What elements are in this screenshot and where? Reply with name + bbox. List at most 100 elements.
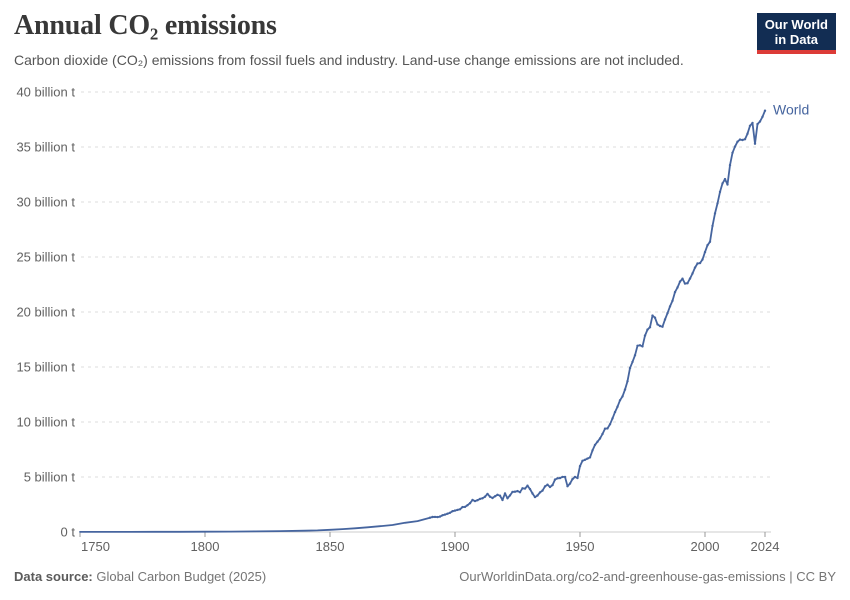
data-point-marker xyxy=(623,388,627,391)
data-point-marker xyxy=(433,515,437,519)
data-point-marker xyxy=(461,505,464,509)
data-point-marker xyxy=(551,483,554,487)
y-axis-label: 20 billion t xyxy=(16,305,75,320)
world-line[interactable] xyxy=(79,109,766,533)
data-point-marker xyxy=(466,504,469,507)
page-title: Annual CO₂ emissions xyxy=(14,10,277,41)
data-point-marker xyxy=(471,498,474,502)
data-point-marker xyxy=(681,277,684,280)
y-axis-label: 10 billion t xyxy=(16,415,75,430)
data-point-marker xyxy=(748,124,752,128)
data-point-marker xyxy=(453,509,457,512)
data-point-marker xyxy=(561,475,564,479)
data-point-marker xyxy=(558,476,562,480)
data-point-marker xyxy=(708,240,712,243)
data-point-marker xyxy=(596,440,599,443)
data-point-marker xyxy=(701,258,704,261)
data-point-marker xyxy=(571,477,574,481)
data-point-marker xyxy=(508,494,512,497)
data-point-marker xyxy=(491,496,494,500)
data-point-marker xyxy=(563,475,567,479)
data-point-marker xyxy=(738,138,742,141)
data-point-marker xyxy=(756,122,759,126)
data-point-marker xyxy=(451,510,454,513)
y-axis-label: 25 billion t xyxy=(16,250,75,265)
data-point-marker xyxy=(646,328,649,331)
data-point-marker xyxy=(546,483,549,486)
data-point-marker xyxy=(528,487,532,491)
data-point-marker xyxy=(521,487,524,490)
data-point-marker xyxy=(438,515,442,518)
chart-subtitle: Carbon dioxide (CO₂) emissions from foss… xyxy=(14,52,684,68)
data-point-marker xyxy=(671,299,674,302)
data-point-marker xyxy=(723,177,727,181)
world-series-label[interactable]: World xyxy=(773,102,809,118)
data-point-marker xyxy=(493,495,497,498)
data-point-marker xyxy=(721,182,724,185)
data-point-marker xyxy=(636,344,639,347)
data-point-marker xyxy=(746,132,749,135)
data-point-marker xyxy=(583,458,587,461)
data-point-marker xyxy=(516,489,519,493)
data-point-marker xyxy=(668,305,672,308)
x-axis-label: 2024 xyxy=(751,539,780,554)
x-axis-label: 1850 xyxy=(316,539,345,554)
data-point-marker xyxy=(683,282,687,285)
data-point-marker xyxy=(463,505,467,509)
data-point-marker xyxy=(728,163,732,167)
data-point-marker xyxy=(568,482,572,485)
data-point-marker xyxy=(758,120,762,123)
y-axis-label: 0 t xyxy=(61,525,76,540)
data-point-marker xyxy=(688,277,692,280)
data-point-marker xyxy=(696,262,699,265)
data-point-marker xyxy=(511,490,514,494)
data-point-marker xyxy=(456,508,459,512)
x-axis-label: 1950 xyxy=(566,539,595,554)
data-point-marker xyxy=(538,491,542,494)
data-source-label: Data source: xyxy=(14,569,93,584)
data-point-marker xyxy=(663,318,667,321)
data-point-marker xyxy=(526,484,529,487)
data-point-marker xyxy=(626,380,629,383)
owid-logo[interactable]: Our World in Data xyxy=(756,13,836,54)
data-point-marker xyxy=(483,495,487,498)
data-point-marker xyxy=(638,344,642,347)
footer-url: OurWorldinData.org/co2-and-greenhouse-ga… xyxy=(459,569,836,584)
data-point-marker xyxy=(703,250,707,254)
data-point-marker xyxy=(718,190,722,194)
data-point-marker xyxy=(593,443,597,447)
logo-line-2: in Data xyxy=(774,32,819,47)
data-point-marker xyxy=(506,497,509,500)
data-point-marker xyxy=(613,410,617,414)
data-source: Data source: Global Carbon Budget (2025) xyxy=(14,569,266,584)
data-point-marker xyxy=(731,151,734,154)
plot-area[interactable] xyxy=(80,82,771,532)
data-point-marker xyxy=(588,456,592,459)
data-point-marker xyxy=(556,477,559,480)
data-point-marker xyxy=(608,423,612,426)
data-point-marker xyxy=(698,261,702,265)
data-point-marker xyxy=(618,399,622,402)
data-point-marker xyxy=(601,432,604,436)
data-point-marker xyxy=(753,142,757,145)
data-point-marker xyxy=(733,145,737,148)
data-point-marker xyxy=(458,508,462,511)
data-point-marker xyxy=(693,266,697,269)
data-point-marker xyxy=(716,202,719,205)
data-source-value: Global Carbon Budget (2025) xyxy=(96,569,267,584)
data-point-marker xyxy=(603,427,607,430)
x-axis-label: 2000 xyxy=(691,539,720,554)
data-point-marker xyxy=(611,417,614,420)
data-point-marker xyxy=(576,476,579,480)
chart-footer: Data source: Global Carbon Budget (2025)… xyxy=(14,569,836,584)
data-point-marker xyxy=(656,323,659,326)
data-point-marker xyxy=(531,492,534,495)
data-point-marker xyxy=(513,490,517,493)
data-point-marker xyxy=(661,325,664,328)
data-point-marker xyxy=(431,515,434,519)
data-point-marker xyxy=(441,514,444,517)
data-point-marker xyxy=(726,183,729,186)
data-point-marker xyxy=(633,354,637,357)
data-point-marker xyxy=(628,366,632,370)
